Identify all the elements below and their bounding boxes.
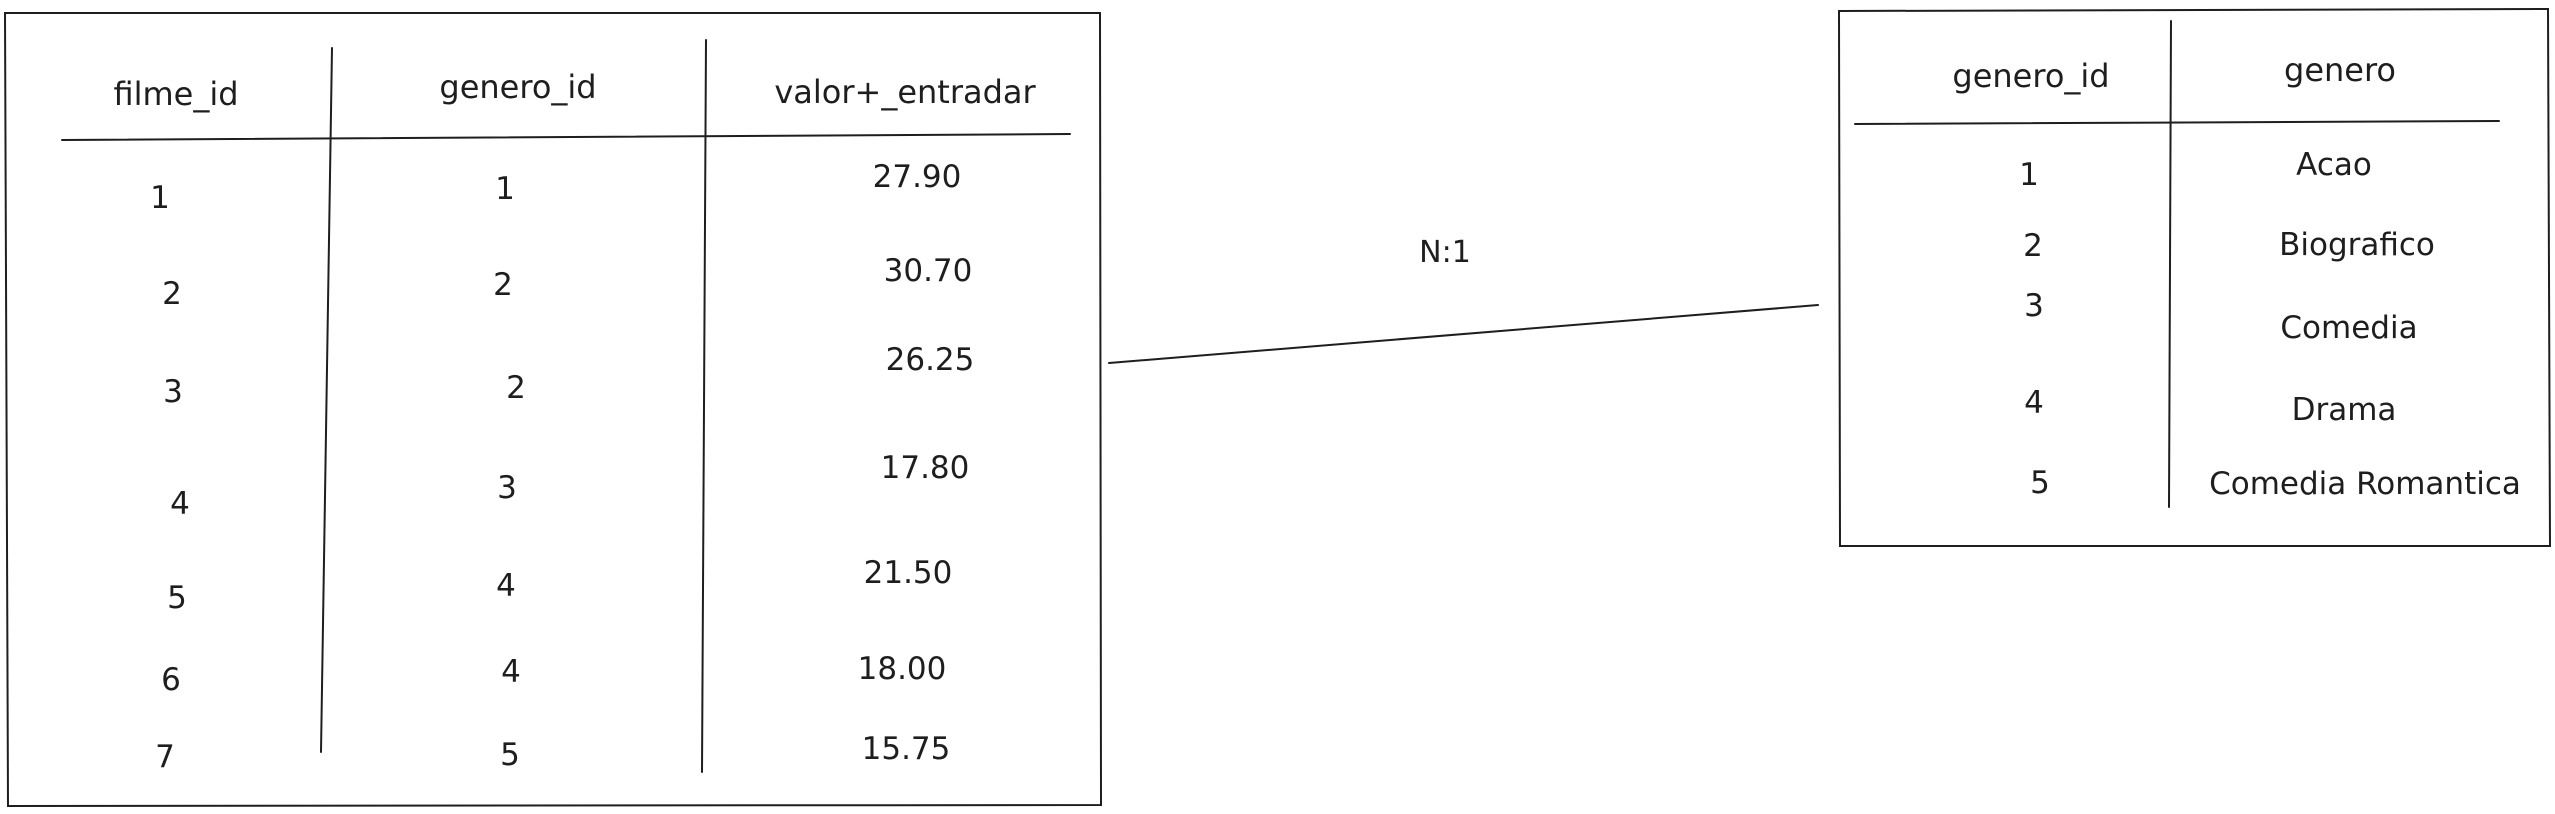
right-cell-genero: Comedia <box>2280 310 2417 346</box>
left-col-header-genero-id: genero_id <box>439 68 596 106</box>
left-cell-filme-id: 7 <box>155 739 175 775</box>
left-cell-valor: 26.25 <box>886 342 975 378</box>
right-cell-genero-id: 4 <box>2024 385 2044 421</box>
left-cell-filme-id: 4 <box>170 486 190 522</box>
left-col-header-filme-id: filme_id <box>113 75 238 113</box>
right-cell-genero: Biografico <box>2279 227 2435 263</box>
right-col-header-genero-id: genero_id <box>1952 57 2109 95</box>
left-cell-valor: 30.70 <box>884 253 973 289</box>
relationship-cardinality-label: N:1 <box>1419 235 1471 270</box>
relationship-line <box>1108 304 1819 364</box>
left-cell-valor: 27.90 <box>873 159 962 195</box>
left-cell-filme-id: 1 <box>150 180 170 216</box>
left-table-column-divider-2 <box>701 39 707 773</box>
right-cell-genero: Acao <box>2296 147 2372 183</box>
left-table-header-rule <box>61 133 1071 141</box>
left-col-header-valor-entrada: valor+_entradar <box>774 73 1036 111</box>
left-cell-valor: 21.50 <box>864 555 953 591</box>
left-cell-genero-id: 1 <box>495 171 515 207</box>
right-table-border <box>1837 7 2552 547</box>
right-table: genero_id genero 1 Acao 2 Biografico 3 C… <box>1837 7 2552 547</box>
right-cell-genero: Drama <box>2292 392 2397 428</box>
left-cell-genero-id: 5 <box>500 737 520 773</box>
right-cell-genero: Comedia Romantica <box>2209 466 2521 502</box>
left-cell-genero-id: 3 <box>497 470 517 506</box>
left-cell-genero-id: 2 <box>493 267 513 303</box>
left-cell-filme-id: 5 <box>167 580 187 616</box>
left-cell-valor: 15.75 <box>862 731 951 767</box>
right-table-header-rule <box>1854 120 2500 125</box>
right-cell-genero-id: 5 <box>2030 465 2050 501</box>
right-col-header-genero: genero <box>2284 51 2396 89</box>
left-table: filme_id genero_id valor+_entradar 1 1 2… <box>3 12 1103 808</box>
left-cell-valor: 17.80 <box>881 450 970 486</box>
left-cell-filme-id: 6 <box>161 662 181 698</box>
left-table-border <box>3 12 1103 808</box>
left-cell-genero-id: 4 <box>501 654 521 690</box>
right-cell-genero-id: 1 <box>2019 157 2039 193</box>
right-cell-genero-id: 2 <box>2023 228 2043 264</box>
left-table-column-divider-1 <box>320 47 333 753</box>
left-cell-filme-id: 2 <box>162 276 182 312</box>
right-table-column-divider <box>2168 20 2172 508</box>
left-cell-valor: 18.00 <box>858 651 947 687</box>
left-cell-genero-id: 2 <box>506 370 526 406</box>
left-cell-genero-id: 4 <box>496 568 516 604</box>
right-cell-genero-id: 3 <box>2024 288 2044 324</box>
left-cell-filme-id: 3 <box>163 374 183 410</box>
